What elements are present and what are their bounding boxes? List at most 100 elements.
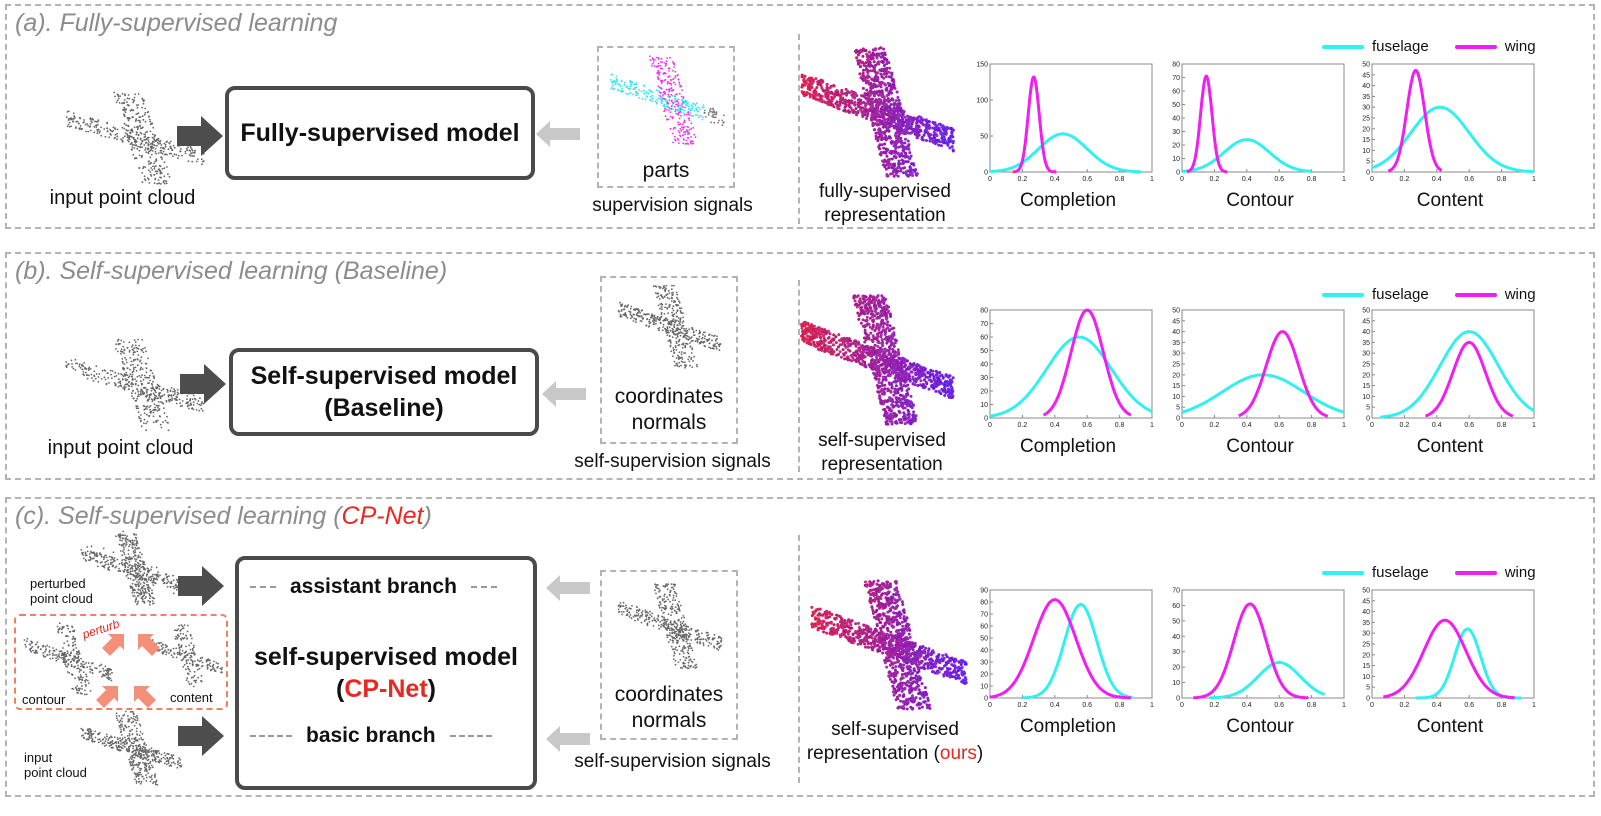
point <box>189 399 191 402</box>
point <box>661 295 663 298</box>
point <box>146 408 148 410</box>
point <box>188 154 191 156</box>
point <box>915 365 919 369</box>
point <box>154 170 157 173</box>
point <box>823 328 827 332</box>
point <box>684 143 687 145</box>
point <box>125 379 127 382</box>
point <box>883 383 887 387</box>
point <box>866 311 870 315</box>
point <box>122 375 125 378</box>
point <box>681 123 684 126</box>
point <box>839 355 843 359</box>
point <box>679 135 682 138</box>
point <box>816 82 820 86</box>
point <box>847 100 851 103</box>
point <box>820 86 824 90</box>
x-tick-label: 0.4 <box>1432 176 1442 183</box>
point <box>151 387 154 390</box>
point <box>625 86 628 88</box>
point <box>842 341 846 344</box>
point <box>141 339 144 341</box>
point <box>924 128 928 132</box>
point <box>906 160 910 164</box>
point <box>904 160 908 164</box>
point <box>148 395 151 397</box>
point <box>707 113 710 116</box>
point <box>647 325 650 328</box>
point <box>892 111 896 114</box>
point <box>658 329 660 332</box>
point <box>135 380 138 382</box>
point <box>890 116 894 120</box>
point <box>153 397 156 400</box>
point <box>149 120 152 123</box>
point <box>151 149 154 152</box>
point <box>165 182 168 185</box>
point <box>805 81 809 85</box>
point <box>877 53 881 57</box>
legend-fuselage-line <box>1322 44 1364 49</box>
point <box>144 133 146 136</box>
point <box>123 108 126 110</box>
point <box>825 82 829 86</box>
point <box>665 88 668 91</box>
point <box>162 407 165 409</box>
point <box>873 99 877 103</box>
point <box>155 577 158 579</box>
point <box>821 330 825 334</box>
point <box>634 94 637 97</box>
point <box>890 416 894 420</box>
point <box>101 369 104 372</box>
point <box>674 75 677 77</box>
point <box>130 385 133 388</box>
point <box>145 151 148 153</box>
point <box>677 121 680 124</box>
point <box>193 152 196 154</box>
point <box>71 363 73 365</box>
point <box>201 160 204 163</box>
y-tick-label: 45 <box>1172 318 1180 325</box>
point <box>910 406 914 410</box>
point <box>806 334 810 338</box>
point <box>90 373 93 376</box>
point <box>871 319 875 323</box>
point <box>863 328 867 332</box>
point <box>879 68 882 72</box>
point <box>680 102 683 105</box>
point <box>887 159 891 163</box>
point <box>148 376 150 379</box>
point <box>675 312 678 314</box>
point <box>678 117 681 120</box>
point <box>894 374 898 378</box>
point <box>803 320 807 324</box>
chart-title: Contour <box>1226 436 1294 457</box>
point <box>146 388 149 391</box>
point <box>860 362 864 366</box>
point <box>883 353 887 357</box>
point <box>656 99 659 101</box>
point <box>866 347 870 351</box>
point <box>685 99 688 102</box>
point <box>871 298 875 302</box>
point <box>722 121 724 124</box>
point <box>830 349 833 353</box>
point <box>698 329 701 332</box>
point <box>137 407 140 410</box>
point <box>664 62 666 64</box>
y-tick-label: 80 <box>1172 62 1180 69</box>
point <box>909 169 913 173</box>
point <box>885 72 889 76</box>
point <box>868 316 872 320</box>
point <box>877 374 881 378</box>
point <box>875 384 879 387</box>
point <box>861 356 865 360</box>
point <box>818 333 821 337</box>
point <box>131 395 133 397</box>
point <box>873 360 877 364</box>
point <box>897 135 900 139</box>
point <box>659 67 662 70</box>
x-tick-label: 0.8 <box>1497 176 1507 183</box>
point <box>861 71 865 75</box>
point <box>951 148 955 152</box>
